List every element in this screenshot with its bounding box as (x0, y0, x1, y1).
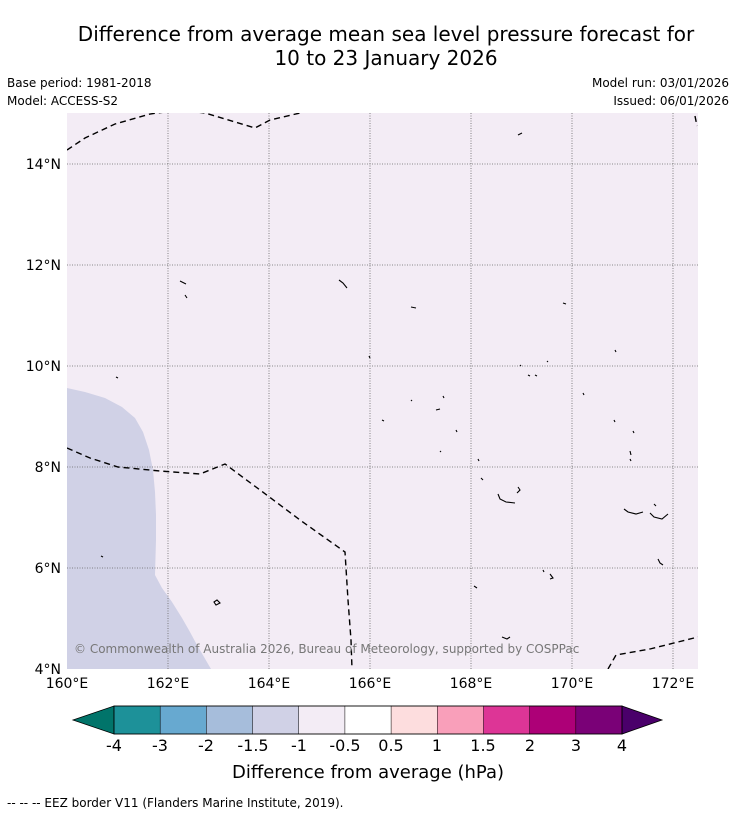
issued-date: Issued: 06/01/2026 (613, 94, 729, 108)
colorbar-tick: -4 (106, 736, 122, 755)
map-contents (67, 113, 698, 669)
colorbar-segment (206, 705, 254, 735)
eez-borders (67, 113, 698, 669)
colorbar-tick: 1 (432, 736, 442, 755)
colorbar-arrow-high (621, 705, 664, 735)
meta-right: Model run: 03/01/2026 Issued: 06/01/2026 (592, 74, 729, 110)
eez-border-northeast (694, 115, 698, 127)
lon-label: 162°E (147, 676, 190, 692)
map-plot-area (67, 113, 698, 669)
colorbar-tick: -0.5 (329, 736, 360, 755)
latitude-labels: 14°N 12°N 10°N 8°N 6°N 4°N (26, 157, 61, 678)
colorbar-ticks: -4 -3 -2 -1.5 -1 -0.5 0.5 1 1.5 2 3 4 (106, 736, 627, 755)
island (439, 450, 632, 462)
island (368, 355, 371, 359)
meta-left: Base period: 1981-2018 Model: ACCESS-S2 (7, 74, 152, 110)
lon-label: 164°E (248, 676, 291, 692)
model-run: Model run: 03/01/2026 (591, 76, 729, 90)
island (623, 508, 644, 515)
colorbar-segment (483, 705, 531, 735)
island (516, 486, 521, 494)
island (519, 349, 617, 367)
colorbar-frame (113, 705, 623, 735)
colorbar-segment (113, 705, 161, 735)
colorbar-tick: -2 (198, 736, 214, 755)
island (527, 374, 538, 377)
colorbar-segment (344, 705, 392, 735)
island (480, 477, 484, 481)
island (179, 280, 188, 299)
lat-label: 12°N (26, 258, 61, 274)
island (338, 279, 348, 289)
colorbar-segment (252, 705, 300, 735)
map-title: Difference from average mean sea level p… (0, 22, 736, 70)
eez-border-southeast (607, 636, 698, 669)
colorbar-segment (575, 705, 623, 735)
title-line-1: Difference from average mean sea level p… (77, 22, 695, 46)
title-line-2: 10 to 23 January 2026 (274, 46, 498, 70)
colorbar-tick: 0.5 (378, 736, 403, 755)
copyright-text: © Commonwealth of Australia 2026, Bureau… (74, 642, 579, 656)
lat-label: 8°N (35, 460, 61, 476)
lon-label: 160°E (46, 676, 89, 692)
island (381, 408, 635, 434)
colorbar-tick: -1.5 (237, 736, 268, 755)
island (653, 503, 657, 507)
eez-legend: -- -- -- EEZ border V11 (Flanders Marine… (7, 796, 344, 810)
colorbar: -4 -3 -2 -1.5 -1 -0.5 0.5 1 1.5 2 3 4 Di… (71, 705, 664, 783)
lat-label: 6°N (35, 561, 61, 577)
island (497, 493, 516, 504)
colorbar-segment (437, 705, 484, 735)
base-period: Base period: 1981-2018 (7, 76, 152, 90)
lat-label: 14°N (26, 157, 61, 173)
island (473, 585, 478, 589)
island (562, 302, 567, 305)
anomaly-region-minus-1-5 (67, 388, 211, 669)
lon-label: 172°E (652, 676, 695, 692)
lat-label: 10°N (26, 359, 61, 375)
lon-label: 168°E (450, 676, 493, 692)
island (649, 512, 669, 520)
colorbar-segment (298, 705, 346, 735)
colorbar-tick: 1.5 (470, 736, 495, 755)
island (410, 392, 585, 402)
island (213, 599, 221, 606)
island (410, 306, 417, 309)
colorbar-segment (529, 705, 577, 735)
lon-label: 166°E (349, 676, 392, 692)
islands (100, 132, 669, 640)
colorbar-tick: 3 (571, 736, 581, 755)
gridlines (67, 113, 698, 669)
island (517, 132, 523, 136)
colorbar-tick: -3 (152, 736, 168, 755)
colorbar-segments (113, 705, 623, 735)
island (657, 558, 664, 566)
island (501, 636, 511, 640)
colorbar-tick: -1 (291, 736, 307, 755)
island (115, 376, 119, 379)
colorbar-segment (159, 705, 207, 735)
lon-label: 170°E (551, 676, 594, 692)
colorbar-label: Difference from average (hPa) (232, 762, 504, 783)
eez-border-west (67, 447, 353, 669)
colorbar-tick: 4 (617, 736, 627, 755)
colorbar-arrow-low (71, 705, 115, 735)
model-name: Model: ACCESS-S2 (7, 94, 119, 108)
lat-label: 4°N (35, 662, 61, 678)
island (542, 569, 554, 580)
island (100, 555, 104, 558)
longitude-labels: 160°E 162°E 164°E 166°E 168°E 170°E 172°… (46, 676, 695, 692)
colorbar-segment (390, 705, 438, 735)
colorbar-tick: 2 (525, 736, 535, 755)
